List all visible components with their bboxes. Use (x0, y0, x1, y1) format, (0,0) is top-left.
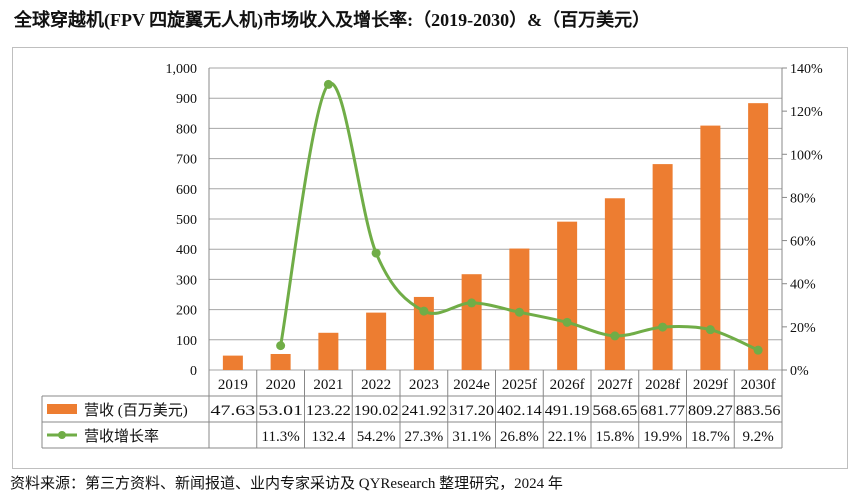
growth-point-2027f (610, 331, 620, 341)
category-label: 2022 (361, 377, 391, 393)
revenue-data-label: 883.56 (736, 403, 781, 419)
right-axis-tick-label: 60% (790, 235, 816, 250)
left-axis-tick-label: 200 (176, 304, 197, 319)
growth-point-2028f (658, 322, 668, 332)
growth-data-label: 19.9% (643, 429, 682, 445)
revenue-data-label: 809.27 (688, 403, 733, 419)
category-label: 2024e (453, 377, 490, 393)
growth-data-label: 132.4 (312, 429, 346, 445)
growth-point-2024e (467, 298, 477, 308)
category-label: 2021 (313, 377, 343, 393)
category-label: 2028f (645, 377, 680, 393)
right-axis-tick-label: 140% (790, 62, 823, 77)
revenue-data-label: 491.19 (545, 403, 590, 419)
growth-point-2025f (514, 307, 524, 317)
category-label: 2023 (409, 377, 439, 393)
category-label: 2019 (218, 377, 248, 393)
legend-revenue-swatch (47, 404, 77, 414)
right-axis-tick-label: 20% (790, 321, 816, 336)
right-axis-tick-label: 120% (790, 105, 823, 120)
legend-revenue-label: 营收 (百万美元) (84, 402, 188, 419)
right-axis-tick-label: 0% (790, 364, 809, 379)
category-label: 2020 (266, 377, 296, 393)
growth-data-label: 22.1% (548, 429, 587, 445)
bar-revenue-2023 (413, 296, 434, 370)
chart-frame (12, 47, 848, 469)
left-axis-tick-label: 1,000 (166, 62, 198, 77)
growth-point-2030f (753, 345, 763, 355)
category-label: 2029f (693, 377, 728, 393)
growth-point-2023 (419, 306, 429, 316)
left-axis-tick-label: 100 (176, 334, 197, 349)
source-note: 资料来源：第三方资料、新闻报道、业内专家采访及 QYResearch 整理研究，… (10, 476, 563, 492)
left-axis-tick-label: 300 (176, 273, 197, 288)
bar-revenue-2026f (557, 221, 578, 370)
growth-data-label: 11.3% (262, 429, 300, 445)
right-axis-tick-label: 100% (790, 148, 823, 163)
bar-revenue-2028f (652, 164, 673, 370)
category-label: 2030f (741, 377, 776, 393)
bar-revenue-2021 (318, 332, 339, 370)
category-label: 2027f (597, 377, 632, 393)
revenue-data-label: 681.77 (640, 403, 685, 419)
bar-revenue-2024e (461, 274, 482, 370)
growth-data-label: 9.2% (743, 429, 774, 445)
chart-title: 全球穿越机(FPV 四旋翼无人机)市场收入及增长率:（2019-2030）&（百… (14, 10, 651, 30)
left-axis-tick-label: 400 (176, 243, 197, 258)
bar-revenue-2022 (366, 312, 387, 370)
growth-point-2029f (705, 325, 715, 335)
growth-point-2022 (371, 248, 381, 258)
growth-point-2020 (276, 341, 286, 351)
right-axis-tick-label: 40% (790, 278, 816, 293)
revenue-data-label: 53.01 (258, 403, 303, 419)
revenue-data-label: 123.22 (306, 403, 351, 419)
bar-revenue-2020 (270, 353, 291, 370)
bar-revenue-2027f (604, 198, 625, 370)
left-axis-tick-label: 900 (176, 92, 197, 107)
left-axis-tick-label: 0 (190, 364, 197, 379)
revenue-data-label: 47.63 (211, 403, 256, 419)
growth-point-2021 (323, 79, 333, 89)
bar-revenue-2029f (700, 125, 721, 370)
legend-growth-marker (58, 431, 66, 439)
left-axis-tick-label: 800 (176, 122, 197, 137)
growth-data-label: 54.2% (357, 429, 396, 445)
right-axis-tick-label: 80% (790, 191, 816, 206)
growth-data-label: 31.1% (452, 429, 491, 445)
revenue-data-label: 190.02 (354, 403, 399, 419)
revenue-data-label: 402.14 (497, 403, 542, 419)
revenue-data-label: 241.92 (402, 403, 447, 419)
category-label: 2026f (550, 377, 585, 393)
revenue-data-label: 317.20 (449, 403, 494, 419)
growth-data-label: 26.8% (500, 429, 539, 445)
left-axis-tick-label: 500 (176, 213, 197, 228)
left-axis-tick-label: 600 (176, 183, 197, 198)
growth-data-label: 15.8% (596, 429, 635, 445)
growth-data-label: 27.3% (405, 429, 444, 445)
bar-revenue-2019 (222, 355, 243, 370)
legend-growth-label: 营收增长率 (84, 428, 159, 445)
left-axis-tick-label: 700 (176, 153, 197, 168)
revenue-data-label: 568.65 (593, 403, 638, 419)
growth-point-2026f (562, 317, 572, 327)
category-label: 2025f (502, 377, 537, 393)
bar-revenue-2030f (748, 103, 769, 370)
growth-data-label: 18.7% (691, 429, 730, 445)
